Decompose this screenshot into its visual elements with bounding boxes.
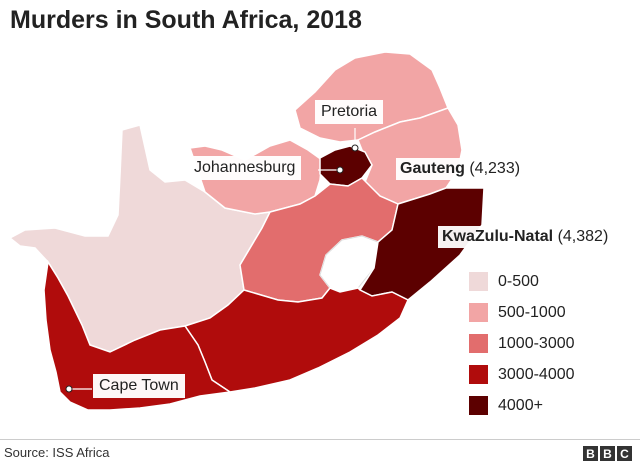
logo-letter: B [600, 446, 615, 461]
legend-label: 4000+ [498, 396, 543, 414]
lesotho [319, 235, 379, 293]
kwazulu-natal-value: (4,382) [557, 228, 609, 245]
kwazulu-natal-name: KwaZulu-Natal [442, 228, 554, 245]
legend: 0-500 500-1000 1000-3000 3000-4000 4000+ [469, 266, 575, 421]
legend-label: 500-1000 [498, 303, 566, 321]
map-title: Murders in South Africa, 2018 [10, 6, 362, 34]
legend-label: 1000-3000 [498, 334, 575, 352]
johannesburg-label: Johannesburg [188, 156, 302, 180]
legend-label: 0-500 [498, 272, 539, 290]
legend-item: 4000+ [469, 390, 575, 421]
region-western-cape [43, 259, 233, 411]
cape-town-marker [65, 385, 73, 393]
region-gauteng [319, 145, 373, 187]
legend-swatch [469, 303, 488, 322]
johannesburg-marker [336, 166, 344, 174]
footer-divider [0, 439, 640, 440]
legend-swatch [469, 365, 488, 384]
legend-label: 3000-4000 [498, 365, 575, 383]
legend-item: 500-1000 [469, 297, 575, 328]
gauteng-value: (4,233) [469, 160, 521, 177]
source-note: Source: ISS Africa [4, 445, 110, 460]
gauteng-callout: Gauteng (4,233) [396, 158, 525, 180]
legend-item: 0-500 [469, 266, 575, 297]
pretoria-label: Pretoria [315, 100, 384, 124]
legend-swatch [469, 396, 488, 415]
legend-item: 3000-4000 [469, 359, 575, 390]
legend-swatch [469, 334, 488, 353]
logo-letter: B [583, 446, 598, 461]
gauteng-name: Gauteng [400, 160, 465, 177]
kwazulu-natal-callout: KwaZulu-Natal (4,382) [438, 226, 613, 248]
legend-swatch [469, 272, 488, 291]
cape-town-label: Cape Town [93, 374, 185, 398]
pretoria-marker [351, 144, 359, 152]
bbc-logo: B B C [581, 446, 632, 461]
logo-letter: C [617, 446, 632, 461]
legend-item: 1000-3000 [469, 328, 575, 359]
